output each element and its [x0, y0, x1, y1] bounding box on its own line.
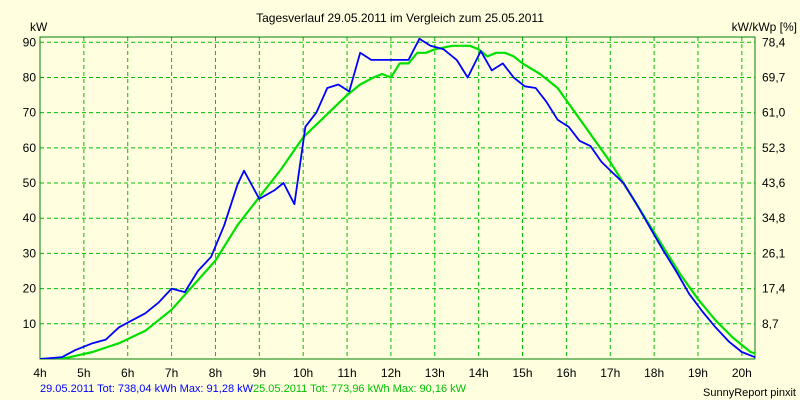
series-line-2 — [40, 44, 755, 359]
x-tick-label: 8h — [209, 366, 222, 380]
y-tick-label-left: 40 — [23, 211, 37, 225]
y-tick-label-right: 8,7 — [762, 317, 779, 331]
y-tick-label-right: 43,6 — [762, 176, 786, 190]
legend-series-2-date: 25.05.2011 — [253, 383, 307, 395]
x-tick-label: 20h — [732, 366, 752, 380]
y-tick-label-left: 30 — [23, 246, 37, 260]
y-tick-label-right: 52,3 — [762, 141, 786, 155]
x-tick-label: 10h — [293, 366, 313, 380]
y-tick-label-right: 26,1 — [762, 246, 786, 260]
x-tick-label: 7h — [165, 366, 178, 380]
y-tick-label-right: 34,8 — [762, 211, 786, 225]
y-tick-label-left: 20 — [23, 282, 37, 296]
y-tick-label-left: 80 — [23, 70, 37, 84]
legend-series-1-stats: Tot: 738,04 kWh Max: 91,28 kW — [94, 383, 253, 395]
y-tick-label-right: 78,4 — [762, 35, 786, 49]
chart-title: Tagesverlauf 29.05.2011 im Vergleich zum… — [256, 11, 544, 25]
x-tick-label: 4h — [33, 366, 46, 380]
x-tick-label: 9h — [253, 366, 266, 380]
x-tick-label: 15h — [512, 366, 532, 380]
branding-label: SunnyReport pinxit — [703, 387, 796, 399]
y-tick-label-left: 10 — [23, 317, 37, 331]
y-tick-label-left: 50 — [23, 176, 37, 190]
x-tick-label: 12h — [381, 366, 401, 380]
x-tick-label: 19h — [688, 366, 708, 380]
tick-labels: 4h 5h 6h 7h 8h 9h 10h 11h 12h 13h 14h 15h 16h 17h 18h 1… — [23, 35, 786, 380]
y-axis-right-label: kW/kWp [%] — [732, 20, 797, 34]
x-tick-label: 17h — [600, 366, 620, 380]
legend: 29.05.2011 Tot: 738,04 kWh Max: 91,28 kW… — [40, 383, 467, 395]
y-tick-label-left: 60 — [23, 141, 37, 155]
x-tick-label: 11h — [337, 366, 356, 380]
x-tick-label: 13h — [425, 366, 445, 380]
x-tick-label: 18h — [644, 366, 664, 380]
y-axis-left-label: kW — [30, 20, 48, 34]
series-layer — [40, 37, 755, 359]
x-tick-label: 5h — [77, 366, 90, 380]
grid — [40, 37, 755, 359]
plot-frame — [39, 36, 756, 360]
legend-series-2-stats: Tot: 773,96 kWh Max: 90,16 kW — [307, 383, 466, 395]
y-tick-label-left: 70 — [23, 106, 37, 120]
series-line-1 — [40, 37, 755, 359]
y-tick-label-right: 17,4 — [762, 282, 786, 296]
y-tick-label-right: 61,0 — [762, 106, 786, 120]
legend-series-1-date: 29.05.2011 — [40, 383, 94, 395]
x-tick-label: 6h — [121, 366, 134, 380]
y-tick-label-right: 69,7 — [762, 70, 786, 84]
x-tick-label: 14h — [469, 366, 489, 380]
x-tick-label: 16h — [556, 366, 576, 380]
y-tick-label-left: 90 — [23, 35, 37, 49]
